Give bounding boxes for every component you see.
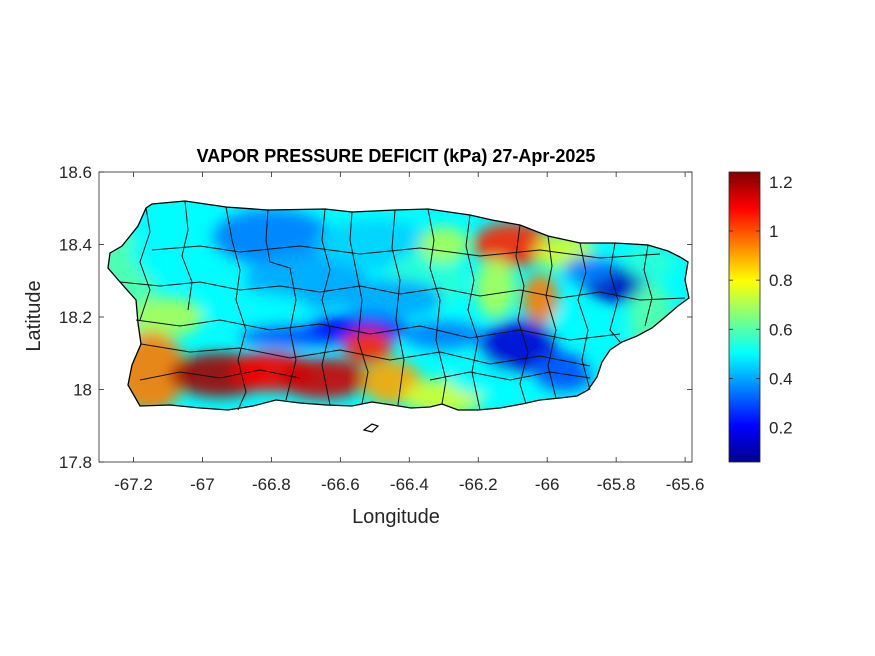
heat-blob [472,222,553,267]
municipality-line [265,209,297,401]
x-tick-label: -67.2 [114,475,153,494]
heat-blob [418,226,469,263]
x-tick-label: -66.8 [252,475,291,494]
y-tick-label: 17.8 [59,453,92,472]
municipality-line [545,235,557,399]
y-tick-label: 18.2 [59,308,92,327]
x-tick-label: -67 [190,475,215,494]
municipality-line [139,207,151,321]
municipality-line [140,343,591,367]
municipality-line [119,281,686,301]
municipality-line [151,245,661,259]
coastline [107,200,690,411]
heat-blob [132,297,203,337]
heat-blob [403,321,484,350]
colorbar [728,171,761,463]
x-tick-label: -66 [535,475,560,494]
x-tick-label: -65.6 [666,475,705,494]
heat-blob [475,258,516,318]
y-axis: 17.8 18 18.2 18.4 18.6 [59,163,692,472]
municipality-line [135,319,621,341]
chart-title: VAPOR PRESSURE DEFICIT (kPa) 27-Apr-2025 [197,146,596,166]
municipality-line [643,244,653,327]
colorbar-tick-label: 0.8 [769,271,793,290]
municipality-line [515,224,529,405]
x-tick-label: -65.8 [597,475,636,494]
heat-blob [278,358,369,399]
colorbar-tick-label: 0.2 [769,419,793,438]
y-axis-label: Latitude [23,280,45,351]
municipality-line [181,200,193,311]
heat-blob [563,255,614,284]
x-axis-label: Longitude [352,506,440,528]
municipality-line [321,208,331,406]
municipality-line [225,206,247,411]
x-tick-label: -66.6 [321,475,360,494]
x-tick-label: -66.4 [390,475,429,494]
municipality-line [349,211,369,405]
municipality-line [427,208,447,405]
x-tick-label: -66.2 [459,475,498,494]
heat-blob [199,291,310,328]
x-axis: -67.2 -67 -66.8 -66.6 -66.4 -66.2 -66 -65.8 -65.… [114,172,704,494]
heat-blob [342,278,443,319]
municipality-boundaries [119,200,686,411]
colorbar-tick-label: 1.2 [769,173,793,192]
y-tick-label: 18 [73,381,92,400]
y-tick-label: 18.4 [59,236,92,255]
municipality-line [429,371,591,381]
colorbar-tick-label: 0.6 [769,320,793,339]
colorbar-tick-label: 0.4 [769,369,793,388]
caja-de-muertos-islet [362,423,380,433]
municipality-line [609,242,621,343]
colorbar-tick-label: 1 [769,222,778,241]
municipality-line [139,369,301,381]
colorbar-ticks: 0.2 0.4 0.6 0.8 1 1.2 [729,173,793,438]
heat-blob [522,273,559,324]
heat-blob [625,244,676,281]
municipality-line [391,209,405,406]
y-tick-label: 18.6 [59,163,92,182]
heat-blob [342,328,393,364]
